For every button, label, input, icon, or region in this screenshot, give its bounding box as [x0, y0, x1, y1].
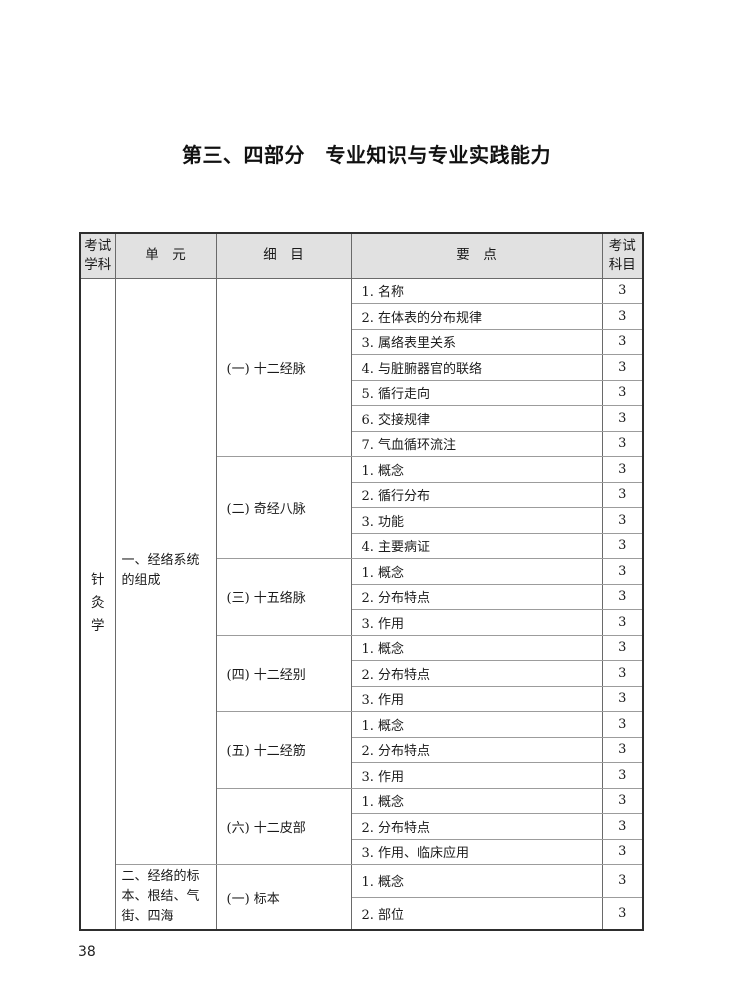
exam-section-score-cell: 3 [601, 328, 644, 355]
exam-section-score-cell: 3 [601, 711, 644, 738]
point-cell: 3. 作用 [350, 685, 603, 712]
header-exam-discipline: 考试学科 [79, 232, 116, 279]
exam-section-score-cell: 3 [601, 354, 644, 381]
point-cell: 1. 概念 [350, 787, 603, 814]
exam-section-score-cell: 3 [601, 405, 644, 432]
detail-cell: (五) 十二经筋 [215, 711, 352, 789]
point-cell: 3. 作用 [350, 609, 603, 636]
exam-section-score-cell: 3 [601, 277, 644, 304]
exam-section-score-cell: 3 [601, 787, 644, 814]
point-cell: 2. 在体表的分布规律 [350, 303, 603, 330]
exam-section-score-cell: 3 [601, 736, 644, 763]
detail-cell: (三) 十五络脉 [215, 558, 352, 636]
syllabus-table: 考试学科 单 元 细 目 要 点 考试科目 针 灸 学一、经络系统的组成 (一) … [79, 232, 644, 931]
point-cell: 2. 分布特点 [350, 660, 603, 687]
table-row: 3. 作用、临床应用 3 [80, 838, 644, 865]
point-cell: 3. 作用、临床应用 [350, 838, 603, 865]
point-cell: 1. 概念 [350, 634, 603, 661]
table-row: 3. 作用 3 [80, 685, 644, 712]
detail-cell: (二) 奇经八脉 [215, 456, 352, 559]
detail-cell: (六) 十二皮部 [215, 787, 352, 865]
point-cell: 7. 气血循环流注 [350, 430, 603, 457]
point-cell: 1. 概念 [350, 864, 603, 898]
exam-section-score-cell: 3 [601, 609, 644, 636]
exam-section-score-cell: 3 [601, 379, 644, 406]
point-cell: 3. 功能 [350, 507, 603, 534]
detail-cell: (一) 标本 [215, 864, 352, 931]
exam-section-score-cell: 3 [601, 507, 644, 534]
point-cell: 6. 交接规律 [350, 405, 603, 432]
exam-section-score-cell: 3 [601, 456, 644, 483]
point-cell: 1. 概念 [350, 456, 603, 483]
header-detail: 细 目 [215, 232, 352, 279]
exam-section-score-cell: 3 [601, 896, 644, 931]
point-cell: 4. 与脏腑器官的联络 [350, 354, 603, 381]
point-cell: 5. 循行走向 [350, 379, 603, 406]
exam-section-score-cell: 3 [601, 430, 644, 457]
exam-section-score-cell: 3 [601, 583, 644, 610]
point-cell: 3. 属络表里关系 [350, 328, 603, 355]
table-row: 3. 属络表里关系 3 [80, 328, 644, 355]
table-row: (五) 十二经筋 1. 概念 3 [80, 711, 644, 789]
point-cell: 1. 名称 [350, 277, 603, 304]
exam-section-score-cell: 3 [601, 813, 644, 840]
exam-section-score-cell: 3 [601, 838, 644, 865]
exam-section-score-cell: 3 [601, 558, 644, 585]
point-cell: 1. 概念 [350, 558, 603, 585]
point-cell: 2. 部位 [350, 896, 603, 931]
page-title: 第三、四部分 专业知识与专业实践能力 [182, 143, 551, 167]
exam-discipline-cell: 针 灸 学 [79, 277, 116, 931]
point-cell: 2. 分布特点 [350, 813, 603, 840]
table-row: 2. 部位 3 [80, 896, 644, 931]
point-cell: 3. 作用 [350, 762, 603, 789]
table-row: 二、经络的标本、根结、气街、四海 (一) 标本 1. 概念 3 [80, 864, 644, 931]
exam-section-score-cell: 3 [601, 634, 644, 661]
exam-section-score-cell: 3 [601, 303, 644, 330]
header-exam-section: 考试科目 [601, 232, 644, 279]
header-unit: 单 元 [114, 232, 217, 279]
exam-section-score-cell: 3 [601, 481, 644, 508]
exam-section-score-cell: 3 [601, 660, 644, 687]
detail-cell: (四) 十二经别 [215, 634, 352, 712]
point-cell: 1. 概念 [350, 711, 603, 738]
table-row: (二) 奇经八脉 1. 概念 3 [80, 456, 644, 559]
exam-section-score-cell: 3 [601, 532, 644, 559]
table-row: 2. 在体表的分布规律 3 [80, 303, 644, 330]
page-number: 38 [78, 944, 96, 960]
table-header-row: 考试学科 单 元 细 目 要 点 考试科目 [79, 232, 644, 279]
point-cell: 4. 主要病证 [350, 532, 603, 559]
exam-section-score-cell: 3 [601, 762, 644, 789]
point-cell: 2. 循行分布 [350, 481, 603, 508]
table-row: 6. 交接规律 3 [80, 405, 644, 432]
detail-cell: (一) 十二经脉 [215, 277, 352, 457]
table-row: (四) 十二经别 1. 概念 3 [80, 634, 644, 712]
header-points: 要 点 [350, 232, 603, 279]
table-row: 针 灸 学一、经络系统的组成 (一) 十二经脉 1. 名称 3 [79, 277, 644, 931]
exam-section-score-cell: 3 [601, 864, 644, 898]
point-cell: 2. 分布特点 [350, 736, 603, 763]
unit-cell: 二、经络的标本、根结、气街、四海 [114, 864, 217, 931]
table-body: 针 灸 学一、经络系统的组成 (一) 十二经脉 1. 名称 3 2. 在体表的分布规律 3… [79, 277, 644, 931]
point-cell: 2. 分布特点 [350, 583, 603, 610]
table-row: 2. 分布特点 3 [80, 583, 644, 610]
table-row: 4. 与脏腑器官的联络 3 [80, 354, 644, 381]
table-row: 2. 分布特点 3 [80, 813, 644, 840]
exam-section-score-cell: 3 [601, 685, 644, 712]
unit-cell: 一、经络系统的组成 [114, 277, 217, 865]
table-row: 2. 分布特点 3 [80, 736, 644, 763]
table-row: (六) 十二皮部 1. 概念 3 [80, 787, 644, 865]
